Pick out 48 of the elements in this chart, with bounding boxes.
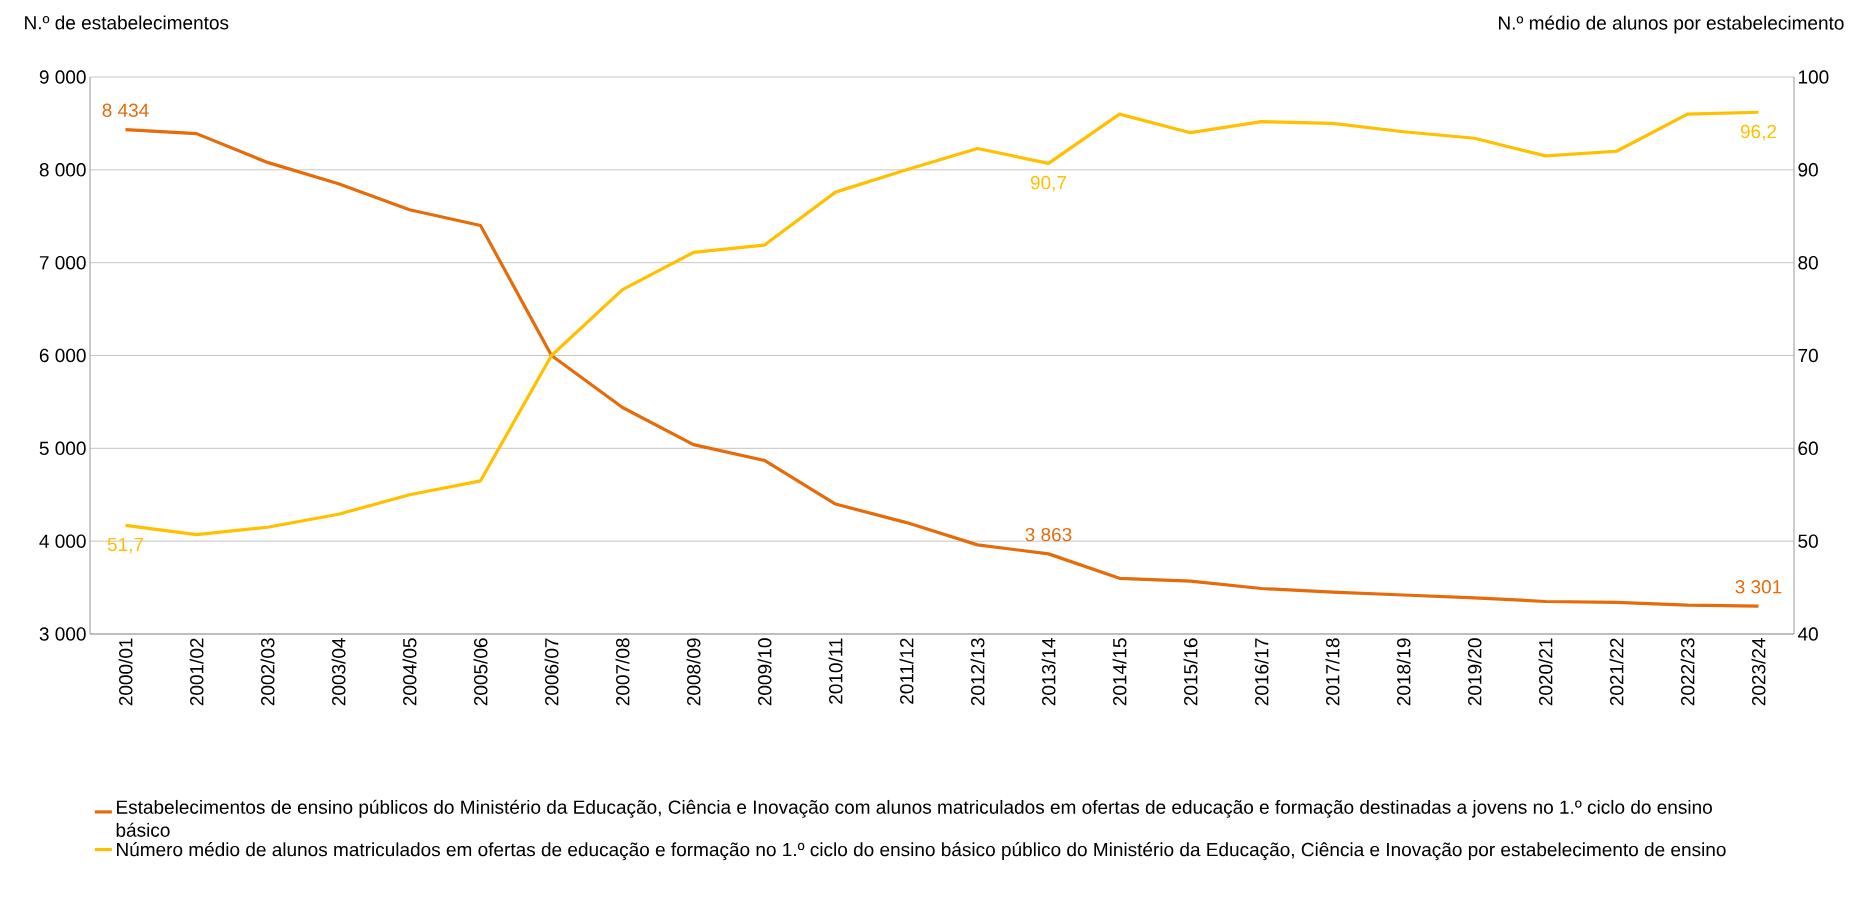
y-tick-label: 6 000 xyxy=(39,348,86,363)
x-tick-label: 2022/23 xyxy=(1680,638,1695,706)
y-axis-title: N.º de estabelecimentos xyxy=(25,15,229,30)
x-tick-label: 2011/12 xyxy=(899,638,914,704)
x-tick-label: 2009/10 xyxy=(757,638,772,706)
legend-label: Número médio de alunos matriculados em ofertas de educação e formação no 1.º ciclo do ensino básico público do Ministério da Educação, Ciência e Inovação por estabelecimento de ensino xyxy=(117,842,1726,861)
x-tick-label: 2012/13 xyxy=(970,638,985,706)
y2-tick-label: 100 xyxy=(1798,70,1829,84)
data-label: 96,2 xyxy=(1740,124,1777,141)
x-tick-label: 2007/08 xyxy=(615,638,630,706)
y-tick-label: 4 000 xyxy=(39,534,86,548)
x-tick-label: 2016/17 xyxy=(1254,638,1269,706)
x-tick-label: 2023/24 xyxy=(1751,638,1766,706)
x-tick-label: 2014/15 xyxy=(1112,638,1127,706)
x-tick-label: 2019/20 xyxy=(1467,638,1482,706)
x-tick-label: 2000/01 xyxy=(118,638,133,706)
y2-tick-label: 70 xyxy=(1798,348,1818,363)
x-tick-label: 2002/03 xyxy=(260,638,275,706)
x-tick-label: 2015/16 xyxy=(1183,638,1198,706)
y-tick-label: 9 000 xyxy=(39,70,86,84)
x-tick-label: 2006/07 xyxy=(544,638,559,706)
data-label: 51,7 xyxy=(107,537,144,554)
x-tick-label: 2021/22 xyxy=(1609,638,1624,706)
y2-axis-title: N.º médio de alunos por estabelecimento xyxy=(1499,15,1844,34)
y-tick-label: 3 000 xyxy=(39,627,86,641)
y2-tick-label: 80 xyxy=(1798,255,1818,270)
y-tick-label: 8 000 xyxy=(39,163,86,177)
legend-label: Estabelecimentos de ensino públicos do Ministério da Educação, Ciência e Inovação com alunos matriculados em ofertas de educação e formação destinadas a jovens no 1.º ciclo do ensino básico xyxy=(116,799,1712,837)
y2-tick-label: 50 xyxy=(1798,534,1818,548)
x-tick-label: 2013/14 xyxy=(1041,638,1056,706)
x-tick-label: 2020/21 xyxy=(1538,638,1553,706)
x-tick-label: 2018/19 xyxy=(1396,638,1411,706)
x-tick-label: 2017/18 xyxy=(1325,638,1340,706)
data-label: 8 434 xyxy=(102,103,149,117)
x-tick-label: 2004/05 xyxy=(402,638,417,706)
y2-tick-label: 40 xyxy=(1797,627,1818,641)
y-tick-label: 5 000 xyxy=(39,441,86,456)
data-label: 3 863 xyxy=(1025,527,1072,542)
x-tick-label: 2001/02 xyxy=(189,638,204,706)
y-tick-label: 7 000 xyxy=(39,255,86,270)
x-tick-label: 2003/04 xyxy=(331,638,346,706)
x-tick-label: 2008/09 xyxy=(686,638,701,706)
data-label: 90,7 xyxy=(1030,175,1067,192)
y2-tick-label: 60 xyxy=(1798,441,1818,456)
x-tick-label: 2005/06 xyxy=(473,638,488,706)
x-tick-label: 2010/11 xyxy=(828,638,843,704)
data-label: 3 301 xyxy=(1735,580,1782,594)
y2-tick-label: 90 xyxy=(1798,163,1818,177)
